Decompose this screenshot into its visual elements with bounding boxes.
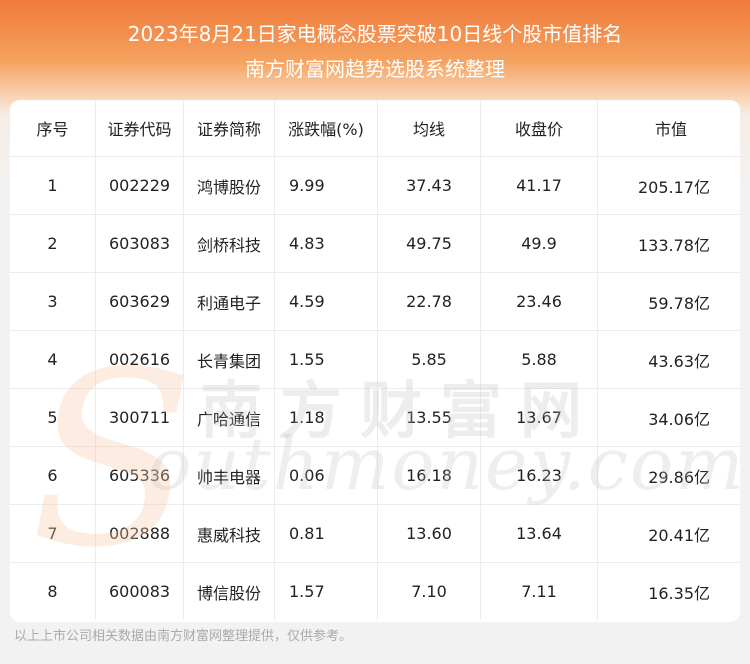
cell-market-cap: 59.78亿 xyxy=(597,272,740,331)
cell-index: 3 xyxy=(10,272,96,331)
cell-market-cap: 16.35亿 xyxy=(648,583,710,603)
cell-code-text: 605336 xyxy=(109,466,171,485)
table-row: 8 600083 博信股份 1.57 7.10 7.11 16.35亿 xyxy=(10,562,740,620)
ranking-table-card: 序号 证券代码 证券简称 涨跌幅(%) 均线 收盘价 市值 1 002229 鸿… xyxy=(10,100,740,622)
cell-ma: 22.78 xyxy=(377,272,481,331)
cell-market-cap: 205.17亿 xyxy=(597,156,740,215)
table-row: 7 002888 惠威科技 0.81 13.60 13.64 20.41亿 xyxy=(10,504,740,563)
cell-market-cap: 133.78亿 xyxy=(597,214,740,273)
cell-change: 0.06 xyxy=(274,446,378,505)
cell-change: 4.83 xyxy=(274,214,378,273)
cell-name: 惠威科技 xyxy=(183,504,275,563)
cell-close: 41.17 xyxy=(480,156,598,215)
cell-code-text: 002229 xyxy=(109,176,171,195)
column-header-ma: 均线 xyxy=(377,100,481,157)
cell-market-cap: 43.63亿 xyxy=(597,330,740,389)
cell-code-text: 002888 xyxy=(109,524,171,543)
column-header-index: 序号 xyxy=(10,100,96,157)
cell-code-text: 002616 xyxy=(109,350,171,369)
cell-close: 49.9 xyxy=(480,214,598,273)
column-header-close: 收盘价 xyxy=(480,100,598,157)
cell-name: 广哈通信 xyxy=(183,388,275,447)
cell-name: 利通电子 xyxy=(183,272,275,331)
cell-name: 帅丰电器 xyxy=(183,446,275,505)
cell-change: 0.81 xyxy=(274,504,378,563)
cell-close: 16.23 xyxy=(480,446,598,505)
cell-close: 13.67 xyxy=(480,388,598,447)
cell-ma: 49.75 xyxy=(377,214,481,273)
cell-code: 002229 xyxy=(95,156,184,215)
cell-index: 1 xyxy=(10,156,96,215)
cell-index: 5 xyxy=(10,388,96,447)
cell-change: 4.59 xyxy=(274,272,378,331)
cell-change: 9.99 xyxy=(274,156,378,215)
cell-code-text: 603083 xyxy=(109,234,171,253)
cell-name: 剑桥科技 xyxy=(183,214,275,273)
cell-code: 002616 xyxy=(95,330,184,389)
cell-code: 600083 xyxy=(95,562,184,620)
table-row: 2 603083 剑桥科技 4.83 49.75 49.9 133.78亿 xyxy=(10,214,740,273)
cell-code: 603629 xyxy=(95,272,184,331)
cell-ma: 7.10 xyxy=(377,562,481,620)
cell-code-text: 600083 xyxy=(109,582,171,601)
cell-change: 1.18 xyxy=(274,388,378,447)
cell-ma: 16.18 xyxy=(377,446,481,505)
cell-ma: 37.43 xyxy=(377,156,481,215)
cell-name: 长青集团 xyxy=(183,330,275,389)
table-header-row: 序号 证券代码 证券简称 涨跌幅(%) 均线 收盘价 市值 xyxy=(10,100,740,157)
column-header-market-cap: 市值 xyxy=(597,100,740,157)
cell-ma: 5.85 xyxy=(377,330,481,389)
column-header-name: 证券简称 xyxy=(183,100,275,157)
column-header-code: 证券代码 xyxy=(95,100,184,157)
table-row: 4 002616 长青集团 1.55 5.85 5.88 43.63亿 xyxy=(10,330,740,389)
cell-index: 2 xyxy=(10,214,96,273)
cell-name: 鸿博股份 xyxy=(183,156,275,215)
cell-ma: 13.55 xyxy=(377,388,481,447)
cell-change: 1.57 xyxy=(274,562,378,620)
cell-close: 5.88 xyxy=(480,330,598,389)
title-banner: 2023年8月21日家电概念股票突破10日线个股市值排名 南方财富网趋势选股系统… xyxy=(0,0,750,100)
cell-code-text: 603629 xyxy=(109,292,171,311)
cell-market-cap: 34.06亿 xyxy=(597,388,740,447)
cell-code: 605336 xyxy=(95,446,184,505)
cell-index: 7 xyxy=(10,504,96,563)
cell-index: 6 xyxy=(10,446,96,505)
ranking-table: 序号 证券代码 证券简称 涨跌幅(%) 均线 收盘价 市值 1 002229 鸿… xyxy=(10,100,740,620)
cell-index: 4 xyxy=(10,330,96,389)
cell-code: 002888 xyxy=(95,504,184,563)
table-row: 6 605336 帅丰电器 0.06 16.18 16.23 29.86亿 xyxy=(10,446,740,505)
cell-close: 13.64 xyxy=(480,504,598,563)
cell-code: 300711 xyxy=(95,388,184,447)
cell-market-cap: 20.41亿 xyxy=(597,504,740,563)
footer-disclaimer: 以上上市公司相关数据由南方财富网整理提供，仅供参考。 xyxy=(14,629,353,644)
cell-name: 博信股份 xyxy=(183,562,275,620)
table-row: 1 002229 鸿博股份 9.99 37.43 41.17 205.17亿 xyxy=(10,156,740,215)
cell-close: 7.11 xyxy=(480,562,598,620)
cell-close: 23.46 xyxy=(480,272,598,331)
cell-market-cap: 29.86亿 xyxy=(597,446,740,505)
cell-change: 1.55 xyxy=(274,330,378,389)
page-title: 2023年8月21日家电概念股票突破10日线个股市值排名 xyxy=(127,22,623,46)
column-header-change: 涨跌幅(%) xyxy=(274,100,378,157)
cell-code: 603083 xyxy=(95,214,184,273)
cell-index: 8 xyxy=(10,562,96,620)
table-row: 3 603629 利通电子 4.59 22.78 23.46 59.78亿 xyxy=(10,272,740,331)
cell-ma: 13.60 xyxy=(377,504,481,563)
page-subtitle: 南方财富网趋势选股系统整理 xyxy=(245,57,505,81)
table-row: 5 300711 广哈通信 1.18 13.55 13.67 34.06亿 xyxy=(10,388,740,447)
cell-code-text: 300711 xyxy=(109,408,171,427)
